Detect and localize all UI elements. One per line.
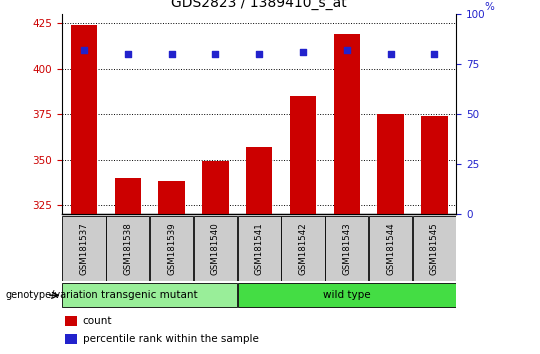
FancyBboxPatch shape — [106, 216, 150, 281]
Point — [167, 51, 176, 57]
Text: GSM181545: GSM181545 — [430, 222, 439, 275]
Bar — [421, 116, 448, 214]
Point — [299, 49, 307, 55]
Text: GSM181540: GSM181540 — [211, 222, 220, 275]
FancyBboxPatch shape — [281, 216, 325, 281]
Point — [124, 51, 132, 57]
Point — [386, 51, 395, 57]
FancyBboxPatch shape — [238, 283, 456, 308]
Point — [80, 47, 89, 53]
FancyBboxPatch shape — [325, 216, 368, 281]
FancyBboxPatch shape — [62, 283, 237, 308]
Bar — [377, 114, 404, 214]
Text: GSM181544: GSM181544 — [386, 222, 395, 275]
FancyBboxPatch shape — [413, 216, 456, 281]
Bar — [290, 96, 316, 214]
Bar — [334, 34, 360, 214]
Text: wild type: wild type — [323, 290, 370, 300]
Title: GDS2823 / 1389410_s_at: GDS2823 / 1389410_s_at — [171, 0, 347, 10]
Text: transgenic mutant: transgenic mutant — [102, 290, 198, 300]
Point — [211, 51, 220, 57]
Bar — [71, 25, 97, 214]
Text: genotype/variation: genotype/variation — [5, 290, 98, 300]
Point — [342, 47, 351, 53]
Text: GSM181539: GSM181539 — [167, 222, 176, 275]
Text: GSM181538: GSM181538 — [123, 222, 132, 275]
Point — [430, 51, 438, 57]
Text: GSM181541: GSM181541 — [255, 222, 264, 275]
FancyBboxPatch shape — [150, 216, 193, 281]
FancyBboxPatch shape — [369, 216, 412, 281]
Text: GSM181543: GSM181543 — [342, 222, 352, 275]
Bar — [158, 182, 185, 214]
Text: percentile rank within the sample: percentile rank within the sample — [83, 334, 259, 344]
Bar — [65, 334, 77, 344]
Point — [255, 51, 264, 57]
Bar — [114, 178, 141, 214]
Bar — [246, 147, 272, 214]
FancyBboxPatch shape — [238, 216, 281, 281]
Text: GSM181542: GSM181542 — [299, 222, 307, 275]
FancyBboxPatch shape — [62, 216, 106, 281]
Text: count: count — [83, 316, 112, 326]
Text: %: % — [484, 2, 494, 12]
FancyBboxPatch shape — [194, 216, 237, 281]
Text: GSM181537: GSM181537 — [79, 222, 89, 275]
Bar — [65, 316, 77, 326]
Bar — [202, 161, 228, 214]
